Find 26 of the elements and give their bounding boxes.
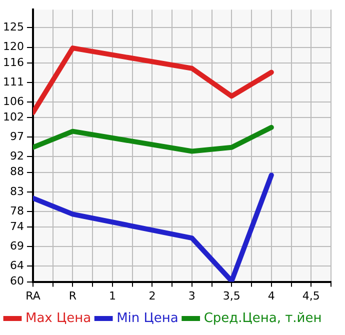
- y-tick-label: 102: [2, 110, 24, 124]
- y-tick-label: 64: [10, 259, 24, 272]
- x-tick-label: 3,5: [222, 289, 240, 302]
- legend-label: Max Цена: [26, 310, 92, 326]
- y-tick-label: 78: [10, 204, 24, 218]
- y-tick-label: 60: [10, 274, 24, 288]
- legend-label: Min Цена: [116, 310, 178, 326]
- y-tick-label: 88: [10, 165, 24, 178]
- y-tick-label: 74: [10, 220, 24, 233]
- y-tick-label: 120: [2, 40, 24, 54]
- x-tick-label: 4: [268, 289, 275, 302]
- y-tick-label: 97: [10, 130, 24, 144]
- x-tick-label: RA: [26, 289, 41, 302]
- y-tick-label: 92: [10, 150, 24, 163]
- x-tick-label: R: [68, 289, 77, 302]
- legend-label: Сред.Цена, т.йен: [204, 310, 322, 326]
- y-tick-label: 125: [2, 20, 24, 34]
- y-tick-label: 83: [10, 184, 24, 198]
- y-tick-label: 111: [2, 75, 24, 88]
- x-tick-label: 1: [108, 289, 116, 302]
- x-tick-label: 2: [148, 289, 156, 302]
- y-tick-label: 69: [10, 239, 24, 252]
- y-tick-label: 106: [2, 94, 24, 108]
- y-tick-label: 116: [2, 56, 24, 69]
- x-tick-label: 3: [188, 289, 196, 302]
- x-tick-label: 4,5: [302, 289, 320, 302]
